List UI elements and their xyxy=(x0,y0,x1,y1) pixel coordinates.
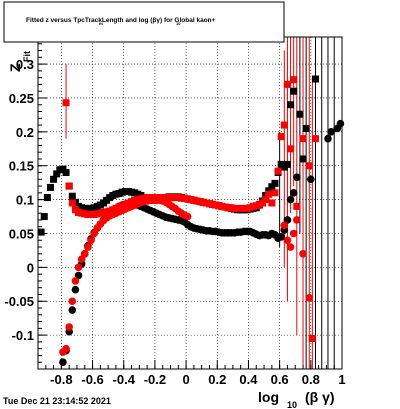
data-point-square xyxy=(302,124,310,132)
data-point-circle xyxy=(283,236,292,245)
data-point-square xyxy=(271,189,279,197)
y-tick-label: 0 xyxy=(27,260,34,275)
data-point-circle xyxy=(307,175,315,184)
x-tick-label: -0.6 xyxy=(81,372,103,387)
x-tick-label: 0.8 xyxy=(302,372,320,387)
data-point-circle xyxy=(305,294,314,302)
data-point-circle xyxy=(68,297,77,306)
x-tick-label: -0.8 xyxy=(50,372,72,387)
x-tick-label: -0.4 xyxy=(113,372,136,387)
data-point-circle xyxy=(71,277,80,285)
title-box xyxy=(3,1,285,43)
data-point-circle xyxy=(74,263,83,272)
x-tick-label: 0.4 xyxy=(239,372,258,387)
x-axis-label-tail: (β γ) xyxy=(305,389,335,405)
x-tick-label: 0 xyxy=(182,372,189,387)
x-axis-label-subscript: 10 xyxy=(287,400,297,409)
error-bars xyxy=(65,37,335,369)
data-markers xyxy=(37,75,345,367)
data-point-square xyxy=(268,199,276,207)
y-tick-label: 0.25 xyxy=(9,91,34,106)
x-tick-label: 0.2 xyxy=(208,372,226,387)
data-point-square xyxy=(53,170,61,178)
data-point-circle xyxy=(336,119,345,128)
data-point-circle xyxy=(327,128,335,136)
data-point-square xyxy=(287,145,295,153)
chart-title-subscript-fit: fit xyxy=(99,21,103,26)
chart-title: Fitted z versus TpcTrackLength and log (… xyxy=(26,17,216,24)
data-point-square xyxy=(62,99,70,107)
data-point-square xyxy=(262,196,270,204)
y-tick-label: 0.2 xyxy=(16,125,34,140)
data-point-square xyxy=(50,175,58,183)
data-point-square xyxy=(290,87,298,95)
data-point-circle xyxy=(280,221,289,230)
data-point-square xyxy=(43,194,51,202)
data-point-circle xyxy=(289,229,298,238)
data-point-square xyxy=(46,183,54,191)
data-point-square xyxy=(311,135,319,143)
x-axis-label: log xyxy=(258,389,279,405)
y-tick-label: 0.3 xyxy=(16,57,34,72)
data-point-square xyxy=(308,335,316,343)
y-tick-label: -0.05 xyxy=(4,294,34,309)
data-point-square xyxy=(65,182,73,190)
y-axis-label-subscript: Fit xyxy=(22,51,32,62)
data-point-circle xyxy=(286,243,295,251)
data-point-circle xyxy=(71,285,80,294)
x-tick-label: 1 xyxy=(338,372,345,387)
data-point-circle xyxy=(299,250,307,258)
data-point-square xyxy=(283,80,291,88)
data-point-square xyxy=(62,169,70,177)
data-point-circle xyxy=(292,173,301,182)
data-point-square xyxy=(280,121,288,129)
data-point-square xyxy=(293,202,301,210)
data-point-square xyxy=(40,213,48,221)
axis-ticks: -0.8 -0.6 -0.4 -0.2 0 0.2 0.4 0.6 0.8 1 -0.1 -0.05 0… xyxy=(4,36,346,387)
data-point-square xyxy=(299,155,307,163)
data-point-square xyxy=(37,228,45,236)
data-point-circle xyxy=(87,236,95,245)
data-point-circle xyxy=(324,134,332,143)
data-point-circle xyxy=(68,306,77,314)
chart-title-subscript-10: 10 xyxy=(176,21,181,26)
data-point-circle xyxy=(62,344,70,353)
y-tick-label: 0.1 xyxy=(16,193,34,208)
data-point-circle xyxy=(292,216,301,224)
y-tick-label: 0.15 xyxy=(9,159,34,174)
x-tick-label: -0.2 xyxy=(144,372,166,387)
data-point-square xyxy=(296,110,304,118)
y-tick-label: 0.05 xyxy=(9,226,34,241)
data-point-square xyxy=(305,162,313,170)
y-axis-label: Z xyxy=(7,63,23,72)
data-point-square xyxy=(283,160,291,168)
data-point-circle xyxy=(59,358,67,367)
data-point-circle xyxy=(286,195,295,204)
y-tick-label: -0.1 xyxy=(12,328,34,343)
data-point-circle xyxy=(289,189,298,197)
data-point-circle xyxy=(183,212,192,221)
data-point-square xyxy=(274,167,282,175)
data-point-circle xyxy=(65,323,73,331)
data-point-square xyxy=(68,192,76,200)
timestamp: Tue Dec 21 23:14:52 2021 xyxy=(3,396,111,406)
data-point-square xyxy=(265,190,273,198)
data-point-square xyxy=(311,75,319,83)
x-tick-label: 0.6 xyxy=(271,372,289,387)
data-point-square xyxy=(287,101,295,109)
data-point-circle xyxy=(84,243,92,251)
data-point-square xyxy=(277,133,285,141)
data-point-circle xyxy=(277,233,286,241)
data-point-square xyxy=(271,179,279,187)
data-point-square xyxy=(290,76,298,84)
data-point-circle xyxy=(80,250,89,258)
data-point-square xyxy=(299,135,307,143)
data-point-square xyxy=(68,199,76,207)
